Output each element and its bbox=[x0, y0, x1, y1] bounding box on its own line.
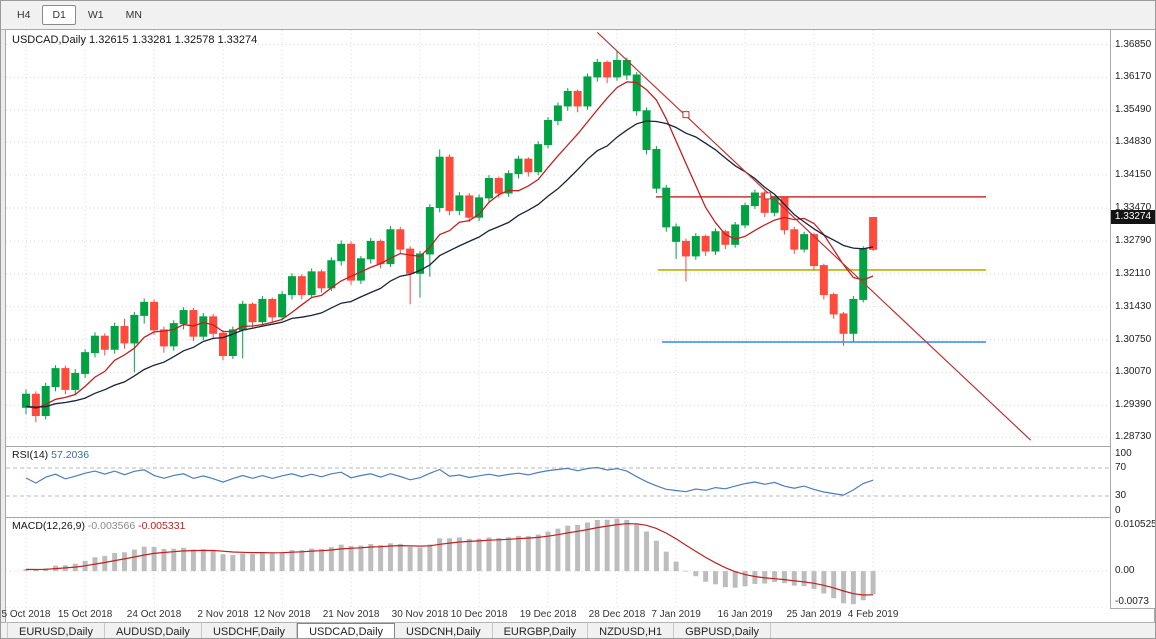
timeframe-tab-mn[interactable]: MN bbox=[125, 9, 142, 21]
current-price-badge: 1.33274 bbox=[1111, 210, 1155, 224]
symbol-tab-eurgbp[interactable]: EURGBP,Daily bbox=[493, 623, 589, 638]
scale-label: 70 bbox=[1115, 462, 1127, 473]
scale-label: 100 bbox=[1115, 448, 1132, 459]
date-label: 28 Dec 2018 bbox=[588, 609, 646, 620]
symbol-tab-usdcnh[interactable]: USDCNH,Daily bbox=[395, 623, 493, 638]
scale-label: 1.34150 bbox=[1115, 169, 1152, 180]
date-label: 25 Jan 2019 bbox=[786, 609, 842, 620]
date-label: 30 Nov 2018 bbox=[391, 609, 449, 620]
macd-value-main: -0.003566 bbox=[87, 520, 136, 532]
scale-label: 1.32790 bbox=[1115, 235, 1152, 246]
rsi-name: RSI(14) bbox=[12, 449, 49, 461]
date-label: 5 Oct 2018 bbox=[1, 609, 51, 620]
scale-label: -0.0073 bbox=[1115, 596, 1149, 607]
date-label: 12 Nov 2018 bbox=[253, 609, 311, 620]
timeframe-toolbar: H4 D1 W1 MN bbox=[1, 1, 1155, 30]
symbol-tab-gbpusd[interactable]: GBPUSD,Daily bbox=[674, 623, 772, 638]
rsi-label: RSI(14) 57.2036 bbox=[12, 449, 89, 461]
symbol-tab-usdchf[interactable]: USDCHF,Daily bbox=[202, 623, 298, 638]
symbol-tab-eurusd[interactable]: EURUSD,Daily bbox=[7, 623, 105, 638]
scale-label: 1.30070 bbox=[1115, 366, 1152, 377]
date-label: 21 Nov 2018 bbox=[322, 609, 380, 620]
timeframe-tab-w1[interactable]: W1 bbox=[87, 9, 104, 21]
symbol-tab-usdcad[interactable]: USDCAD,Daily bbox=[297, 623, 396, 638]
chart-title: USDCAD,Daily 1.32615 1.33281 1.32578 1.3… bbox=[12, 34, 257, 46]
rsi-value: 57.2036 bbox=[51, 449, 90, 461]
main-chart-panel[interactable]: USDCAD,Daily 1.32615 1.33281 1.32578 1.3… bbox=[6, 30, 1110, 446]
scale-label: 0.010525 bbox=[1115, 519, 1156, 530]
scale-label: 1.34830 bbox=[1115, 136, 1152, 147]
scale-label: 0.00 bbox=[1115, 565, 1135, 576]
scale-label: 0 bbox=[1115, 505, 1121, 516]
scale-label: 30 bbox=[1115, 490, 1127, 501]
scale-label: 1.31430 bbox=[1115, 301, 1152, 312]
chart-region: USDCAD,Daily 1.32615 1.33281 1.32578 1.3… bbox=[2, 29, 1155, 624]
scale-label: 1.36850 bbox=[1115, 39, 1152, 50]
chart-symbol-title: USDCAD,Daily bbox=[12, 34, 86, 46]
symbol-tab-audusd[interactable]: AUDUSD,Daily bbox=[105, 623, 202, 638]
date-label: 16 Jan 2019 bbox=[717, 609, 773, 620]
scale-label: 1.28730 bbox=[1115, 431, 1152, 442]
macd-canvas[interactable] bbox=[6, 518, 1110, 608]
date-label: 7 Jan 2019 bbox=[651, 609, 701, 620]
date-label: 10 Dec 2018 bbox=[450, 609, 508, 620]
chart-ohlc-values: 1.32615 1.33281 1.32578 1.33274 bbox=[89, 34, 258, 46]
scale-label: 1.30750 bbox=[1115, 334, 1152, 345]
scale-label: 1.36170 bbox=[1115, 71, 1152, 82]
panel-separator[interactable] bbox=[6, 517, 1154, 518]
date-axis[interactable]: 5 Oct 2018 15 Oct 2018 24 Oct 2018 2 Nov 20… bbox=[2, 608, 1110, 623]
date-label: 2 Nov 2018 bbox=[197, 609, 249, 620]
main-chart-canvas[interactable] bbox=[6, 30, 1110, 446]
rsi-panel[interactable]: RSI(14) 57.2036 bbox=[6, 447, 1110, 517]
scale-label: 1.32110 bbox=[1115, 268, 1151, 279]
scale-label: 1.35490 bbox=[1115, 104, 1152, 115]
rsi-canvas[interactable] bbox=[6, 447, 1110, 517]
panel-separator[interactable] bbox=[6, 446, 1154, 447]
date-label: 15 Oct 2018 bbox=[57, 609, 113, 620]
macd-panel[interactable]: MACD(12,26,9) -0.003566 -0.005331 bbox=[6, 518, 1110, 608]
symbol-tab-bar: EURUSD,Daily AUDUSD,Daily USDCHF,Daily USDC… bbox=[1, 622, 1155, 638]
timeframe-tab-d1[interactable]: D1 bbox=[42, 5, 76, 25]
price-scale[interactable]: 1.33274 1.36850 1.36170 1.35490 1.34830 1.34… bbox=[1110, 30, 1155, 608]
timeframe-tab-h4[interactable]: H4 bbox=[17, 9, 31, 21]
date-label: 4 Feb 2019 bbox=[847, 609, 899, 620]
date-label: 19 Dec 2018 bbox=[519, 609, 577, 620]
macd-value-signal: -0.005331 bbox=[138, 520, 186, 532]
scale-label: 1.29390 bbox=[1115, 399, 1152, 410]
date-label: 24 Oct 2018 bbox=[126, 609, 182, 620]
macd-label: MACD(12,26,9) -0.003566 -0.005331 bbox=[12, 520, 185, 532]
scale-label: 1.33470 bbox=[1115, 202, 1152, 213]
macd-name: MACD(12,26,9) bbox=[12, 520, 85, 532]
symbol-tab-nzdusd[interactable]: NZDUSD,H1 bbox=[588, 623, 675, 638]
